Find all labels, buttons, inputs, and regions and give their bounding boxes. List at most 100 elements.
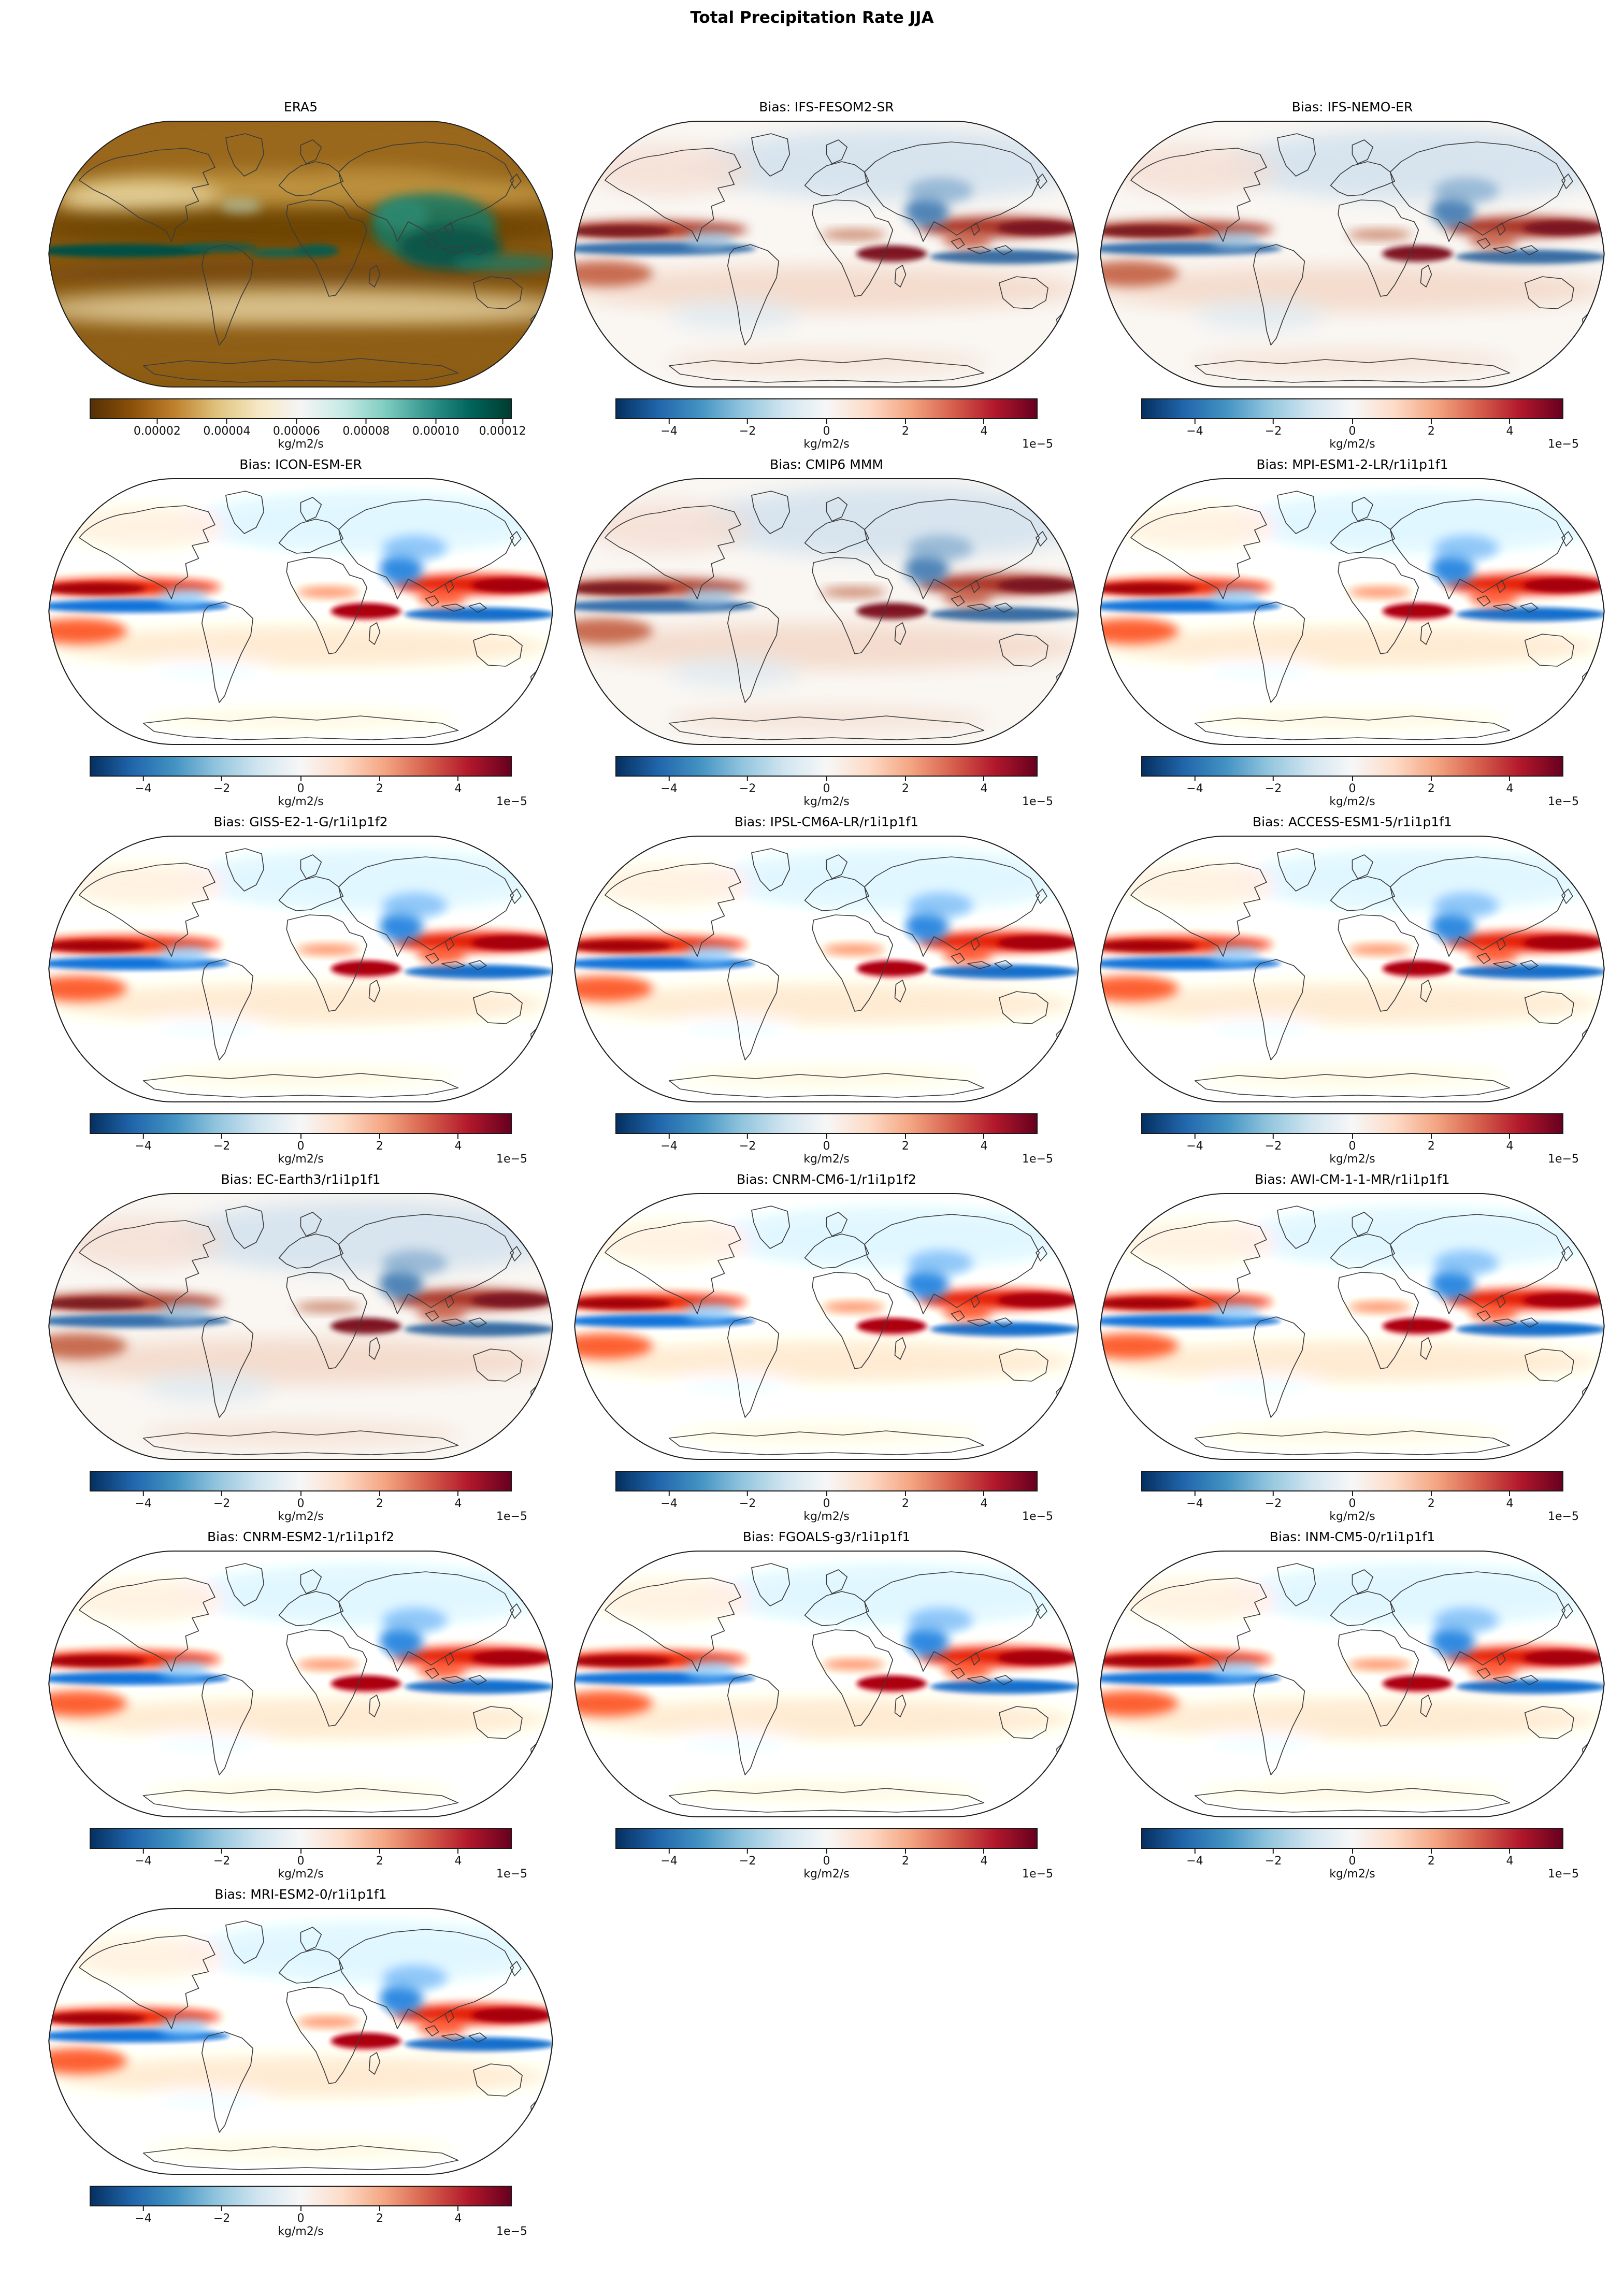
colorbar-tick-mark	[826, 777, 827, 781]
colorbar: −4 −2 0 2 4 kg/m2/s 1e−5	[1141, 1113, 1579, 1167]
colorbar-tick-label: 2	[376, 1855, 383, 1868]
colorbar-tick-label: 4	[1506, 1855, 1514, 1868]
colorbar-labels: kg/m2/s 1e−5	[90, 795, 527, 810]
colorbar-tick-label: −4	[135, 1140, 152, 1153]
colorbar-labels: kg/m2/s 1e−5	[1141, 1510, 1579, 1525]
colorbar-ticks: −4 −2 0 2 4	[1141, 419, 1563, 438]
colorbar-tick: 2	[376, 1491, 383, 1510]
panel-title: Bias: CNRM-CM6-1/r1i1p1f2	[737, 1172, 916, 1187]
colorbar-tick-label: 0	[823, 425, 830, 438]
colorbar-unit-label: kg/m2/s	[1329, 1510, 1375, 1523]
colorbar-ticks: −4 −2 0 2 4	[90, 777, 512, 795]
colorbar-tick-mark	[221, 1491, 223, 1496]
colorbar-tick: −4	[135, 2206, 152, 2225]
colorbar-tick-mark	[1352, 1491, 1353, 1496]
colorbar-tick: −4	[135, 1134, 152, 1153]
colorbar-tick-label: 0	[1348, 425, 1356, 438]
colorbar-ticks: −4 −2 0 2 4	[615, 1134, 1038, 1153]
colorbar-tick-label: 0.00012	[479, 425, 526, 438]
colorbar-labels: kg/m2/s 1e−5	[1141, 795, 1579, 810]
colorbar-tick-mark	[300, 2206, 301, 2211]
colorbar-tick: 4	[980, 1491, 987, 1510]
colorbar-ticks: −4 −2 0 2 4	[615, 777, 1038, 795]
colorbar: −4 −2 0 2 4 kg/m2/s 1e−5	[615, 398, 1053, 452]
colorbar-tick: 0	[1349, 777, 1356, 795]
panel-title: Bias: FGOALS-g3/r1i1p1f1	[742, 1529, 911, 1544]
colorbar-tick: −2	[739, 419, 756, 438]
colorbar-tick-mark	[221, 1134, 223, 1139]
colorbar-labels: kg/m2/s 1e−5	[615, 1153, 1053, 1167]
map-robinson	[46, 1548, 556, 1820]
colorbar-tick-label: −2	[739, 782, 756, 795]
colorbar-tick-label: −2	[213, 1140, 231, 1153]
colorbar-tick: 0	[823, 1134, 830, 1153]
colorbar-unit-label: kg/m2/s	[1329, 1153, 1375, 1166]
colorbar-tick: 4	[980, 777, 987, 795]
colorbar-unit-label: kg/m2/s	[803, 1510, 850, 1523]
colorbar-tick: 2	[1428, 1134, 1435, 1153]
colorbar-tick: 0.00006	[273, 419, 320, 438]
colorbar-tick: 0	[1349, 1849, 1356, 1868]
panel-title: Bias: CNRM-ESM2-1/r1i1p1f2	[207, 1529, 394, 1544]
colorbar-tick: 4	[1506, 1491, 1513, 1510]
colorbar-tick-mark	[296, 419, 297, 424]
colorbar-tick-label: 2	[1427, 1497, 1435, 1510]
colorbar-tick-mark	[300, 1491, 301, 1496]
colorbar-ticks: −4 −2 0 2 4	[1141, 1491, 1563, 1510]
colorbar-offset-label: 1e−5	[496, 1153, 527, 1166]
map-robinson	[46, 476, 556, 748]
colorbar-tick-label: 0.00002	[133, 425, 181, 438]
colorbar-tick-label: 4	[454, 2212, 462, 2225]
colorbar-offset-label: 1e−5	[1548, 438, 1579, 451]
colorbar-tick: 2	[376, 2206, 383, 2225]
colorbar-tick: 4	[1506, 1134, 1513, 1153]
map-svg	[574, 835, 1079, 1103]
colorbar-gradient	[615, 1471, 1038, 1491]
colorbar: −4 −2 0 2 4 kg/m2/s 1e−5	[90, 1113, 527, 1167]
colorbar-tick-mark	[668, 1849, 670, 1854]
colorbar-tick-label: −4	[135, 782, 152, 795]
colorbar-tick-mark	[1273, 1849, 1274, 1854]
colorbar-offset-label: 1e−5	[1022, 1153, 1053, 1166]
colorbar-tick-label: −2	[739, 425, 756, 438]
colorbar-ticks: −4 −2 0 2 4	[1141, 777, 1563, 795]
colorbar-tick-mark	[668, 419, 670, 424]
map-svg	[48, 1193, 553, 1460]
colorbar-gradient	[90, 398, 512, 419]
colorbar-tick-label: −4	[1186, 1497, 1203, 1510]
colorbar-gradient	[90, 1113, 512, 1134]
map-robinson	[571, 833, 1082, 1105]
colorbar-labels: kg/m2/s 1e−5	[90, 1153, 527, 1167]
map-robinson	[1097, 1548, 1607, 1820]
colorbar-tick: −4	[135, 1849, 152, 1868]
map-robinson	[46, 1190, 556, 1462]
colorbar-tick-mark	[435, 419, 437, 424]
colorbar-tick-label: 0	[1348, 782, 1356, 795]
colorbar-tick-label: −4	[660, 1855, 678, 1868]
colorbar-tick-mark	[826, 1134, 827, 1139]
colorbar-unit-label: kg/m2/s	[278, 1510, 324, 1523]
colorbar-tick: −4	[1186, 419, 1203, 438]
colorbar-tick-label: 0	[297, 1497, 305, 1510]
colorbar-unit-label: kg/m2/s	[278, 2225, 324, 2238]
colorbar-labels: kg/m2/s 1e−5	[615, 1868, 1053, 1882]
colorbar-gradient	[1141, 756, 1563, 777]
colorbar-tick: −4	[135, 777, 152, 795]
map-panel: Bias: CNRM-CM6-1/r1i1p1f2 −4 −2 0 2 4 kg/m2/…	[571, 1172, 1082, 1523]
panel-title: Bias: INM-CM5-0/r1i1p1f1	[1269, 1529, 1435, 1544]
colorbar-tick-label: 4	[1506, 1497, 1514, 1510]
panel-title: Bias: GISS-E2-1-G/r1i1p1f2	[213, 814, 388, 829]
colorbar-tick: −2	[213, 1134, 230, 1153]
map-panel: Bias: INM-CM5-0/r1i1p1f1 −4 −2 0 2 4 kg/m2/s…	[1097, 1529, 1607, 1881]
colorbar-tick-mark	[1194, 1849, 1196, 1854]
colorbar-tick-mark	[904, 777, 906, 781]
colorbar-tick-label: −4	[1186, 425, 1203, 438]
colorbar-labels: kg/m2/s 1e−5	[615, 795, 1053, 810]
colorbar-tick-mark	[1194, 1134, 1196, 1139]
colorbar-tick-mark	[983, 419, 985, 424]
colorbar-tick: −4	[1186, 1849, 1203, 1868]
colorbar-tick: −2	[1265, 777, 1282, 795]
colorbar-tick-label: −2	[1264, 782, 1282, 795]
colorbar-tick-label: −4	[135, 2212, 152, 2225]
colorbar-tick-label: 0.00010	[412, 425, 459, 438]
